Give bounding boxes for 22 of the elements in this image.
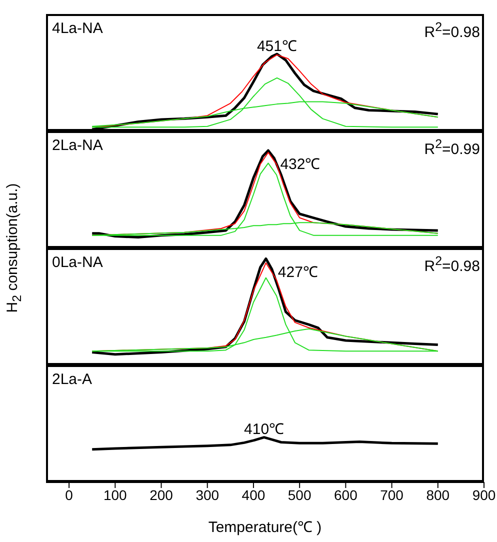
annotation: 410℃	[244, 420, 284, 438]
x-tick-label: 200	[150, 486, 174, 503]
x-tick-label: 900	[472, 486, 496, 503]
annotation: R$^{2}$=0.99	[424, 137, 480, 158]
annotation: 432℃	[280, 154, 320, 172]
x-tick-label: 0	[65, 486, 74, 503]
chart-title: 0La-NA	[52, 254, 103, 271]
annotation: R$^{2}$=0.98	[424, 254, 480, 275]
x-tick-label: 700	[380, 486, 404, 503]
x-tick-label: 500	[288, 486, 312, 503]
x-tick-label: 100	[103, 486, 128, 503]
x-tick-label: 400	[242, 486, 266, 503]
annotation: 451℃	[256, 37, 297, 56]
x-tick-label: 300	[196, 486, 220, 503]
chart-title: 4La-NA	[52, 20, 103, 37]
chart-title: 2La-A	[52, 371, 92, 388]
annotation: 427℃	[278, 262, 318, 281]
chart-title: 2La-NA	[52, 137, 103, 154]
text: R$^{2}$=0.98	[424, 20, 480, 41]
x-tick-label: 800	[426, 486, 450, 503]
x-axis-title: Temperature(℃ )	[207, 518, 323, 536]
x-tick-label: 600	[334, 486, 358, 503]
